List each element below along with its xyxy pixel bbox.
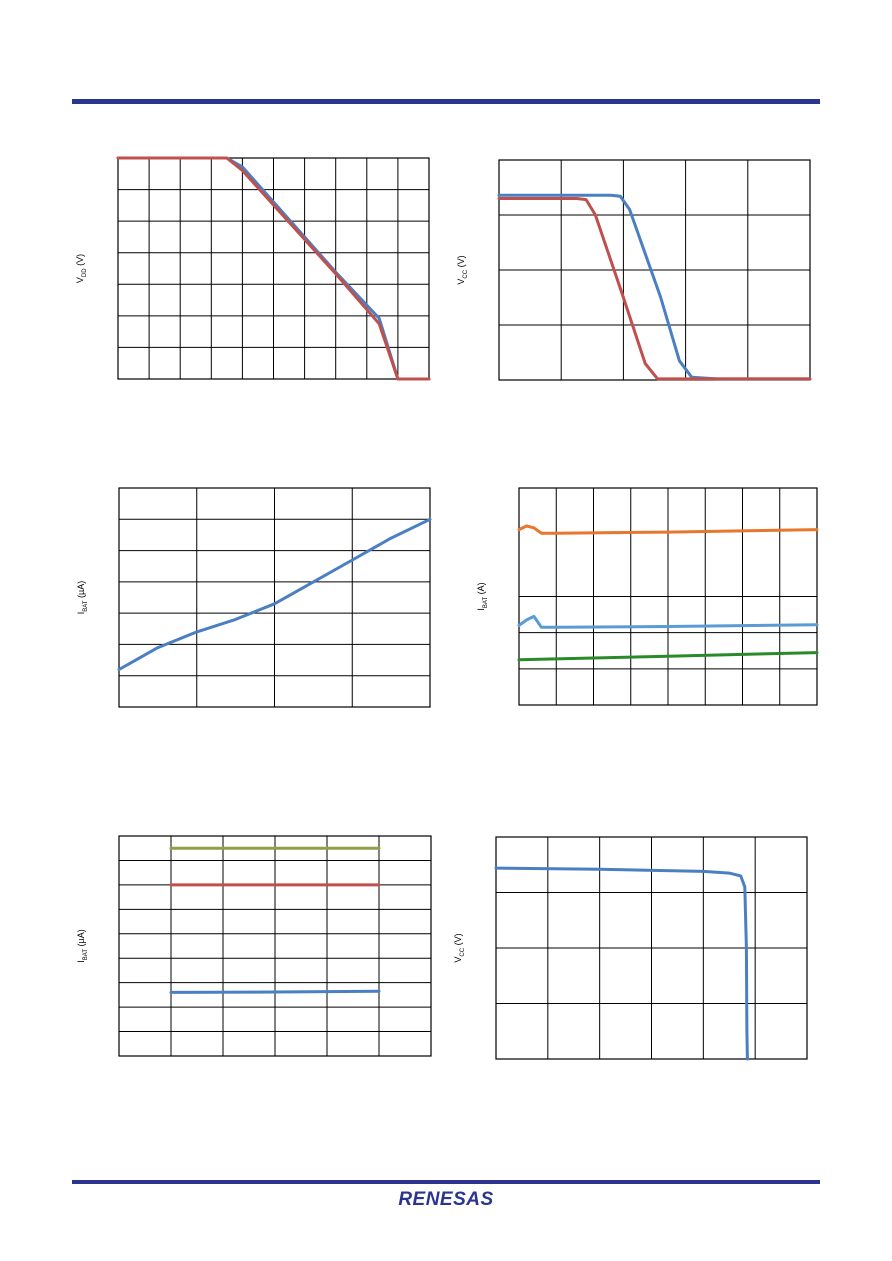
header-rule — [72, 99, 820, 104]
grid — [118, 158, 429, 379]
footer-rule — [72, 1180, 820, 1184]
plot-frame — [518, 487, 818, 706]
ibat-chart-2: IBAT (A) — [450, 478, 830, 718]
plot-frame — [498, 159, 811, 381]
grid — [119, 836, 431, 1056]
plot-frame — [118, 487, 431, 708]
series-line-2 — [497, 197, 812, 381]
series-line-1 — [497, 193, 812, 381]
vcc-svg: VCC (V) — [456, 159, 812, 381]
grid — [519, 488, 817, 705]
vcc-chart-2: VCC (V) — [450, 826, 820, 1066]
series-line-3 — [517, 651, 819, 662]
series-line-1 — [517, 524, 819, 535]
series-line-2 — [517, 614, 819, 629]
plot-frame — [117, 157, 430, 380]
renesas-logo: RENESAS — [378, 1186, 514, 1212]
y-axis-label: VDD (V) — [75, 254, 88, 283]
y-axis-label: IBAT (µA) — [76, 929, 89, 962]
plot-frame — [495, 836, 808, 1060]
grid — [496, 837, 807, 1059]
ibat1-svg: IBAT (µA) — [76, 487, 432, 708]
series-line-3 — [169, 989, 381, 994]
vcc-chart: VCC (V) — [450, 150, 820, 390]
y-axis-label: IBAT (A) — [476, 582, 489, 610]
vcc2-svg: VCC (V) — [453, 836, 808, 1061]
logo-text: RENESAS — [398, 1189, 493, 1210]
ibat-chart-1: IBAT (µA) — [60, 478, 440, 718]
y-axis-label: VCC (V) — [453, 933, 466, 962]
ibat3-svg: IBAT (µA) — [76, 835, 432, 1057]
grid — [119, 488, 430, 707]
vdd-chart: VDD (V) — [60, 150, 440, 390]
series-line-1 — [117, 517, 432, 671]
series-line-1 — [494, 866, 749, 1061]
ibat-chart-3: IBAT (µA) — [60, 826, 440, 1066]
grid — [499, 160, 810, 380]
vdd-svg: VDD (V) — [75, 156, 431, 381]
y-axis-label: VCC (V) — [456, 255, 469, 284]
plot-frame — [118, 835, 432, 1057]
series-line-2 — [116, 156, 431, 381]
ibat2-svg: IBAT (A) — [476, 487, 819, 706]
y-axis-label: IBAT (µA) — [76, 581, 89, 614]
